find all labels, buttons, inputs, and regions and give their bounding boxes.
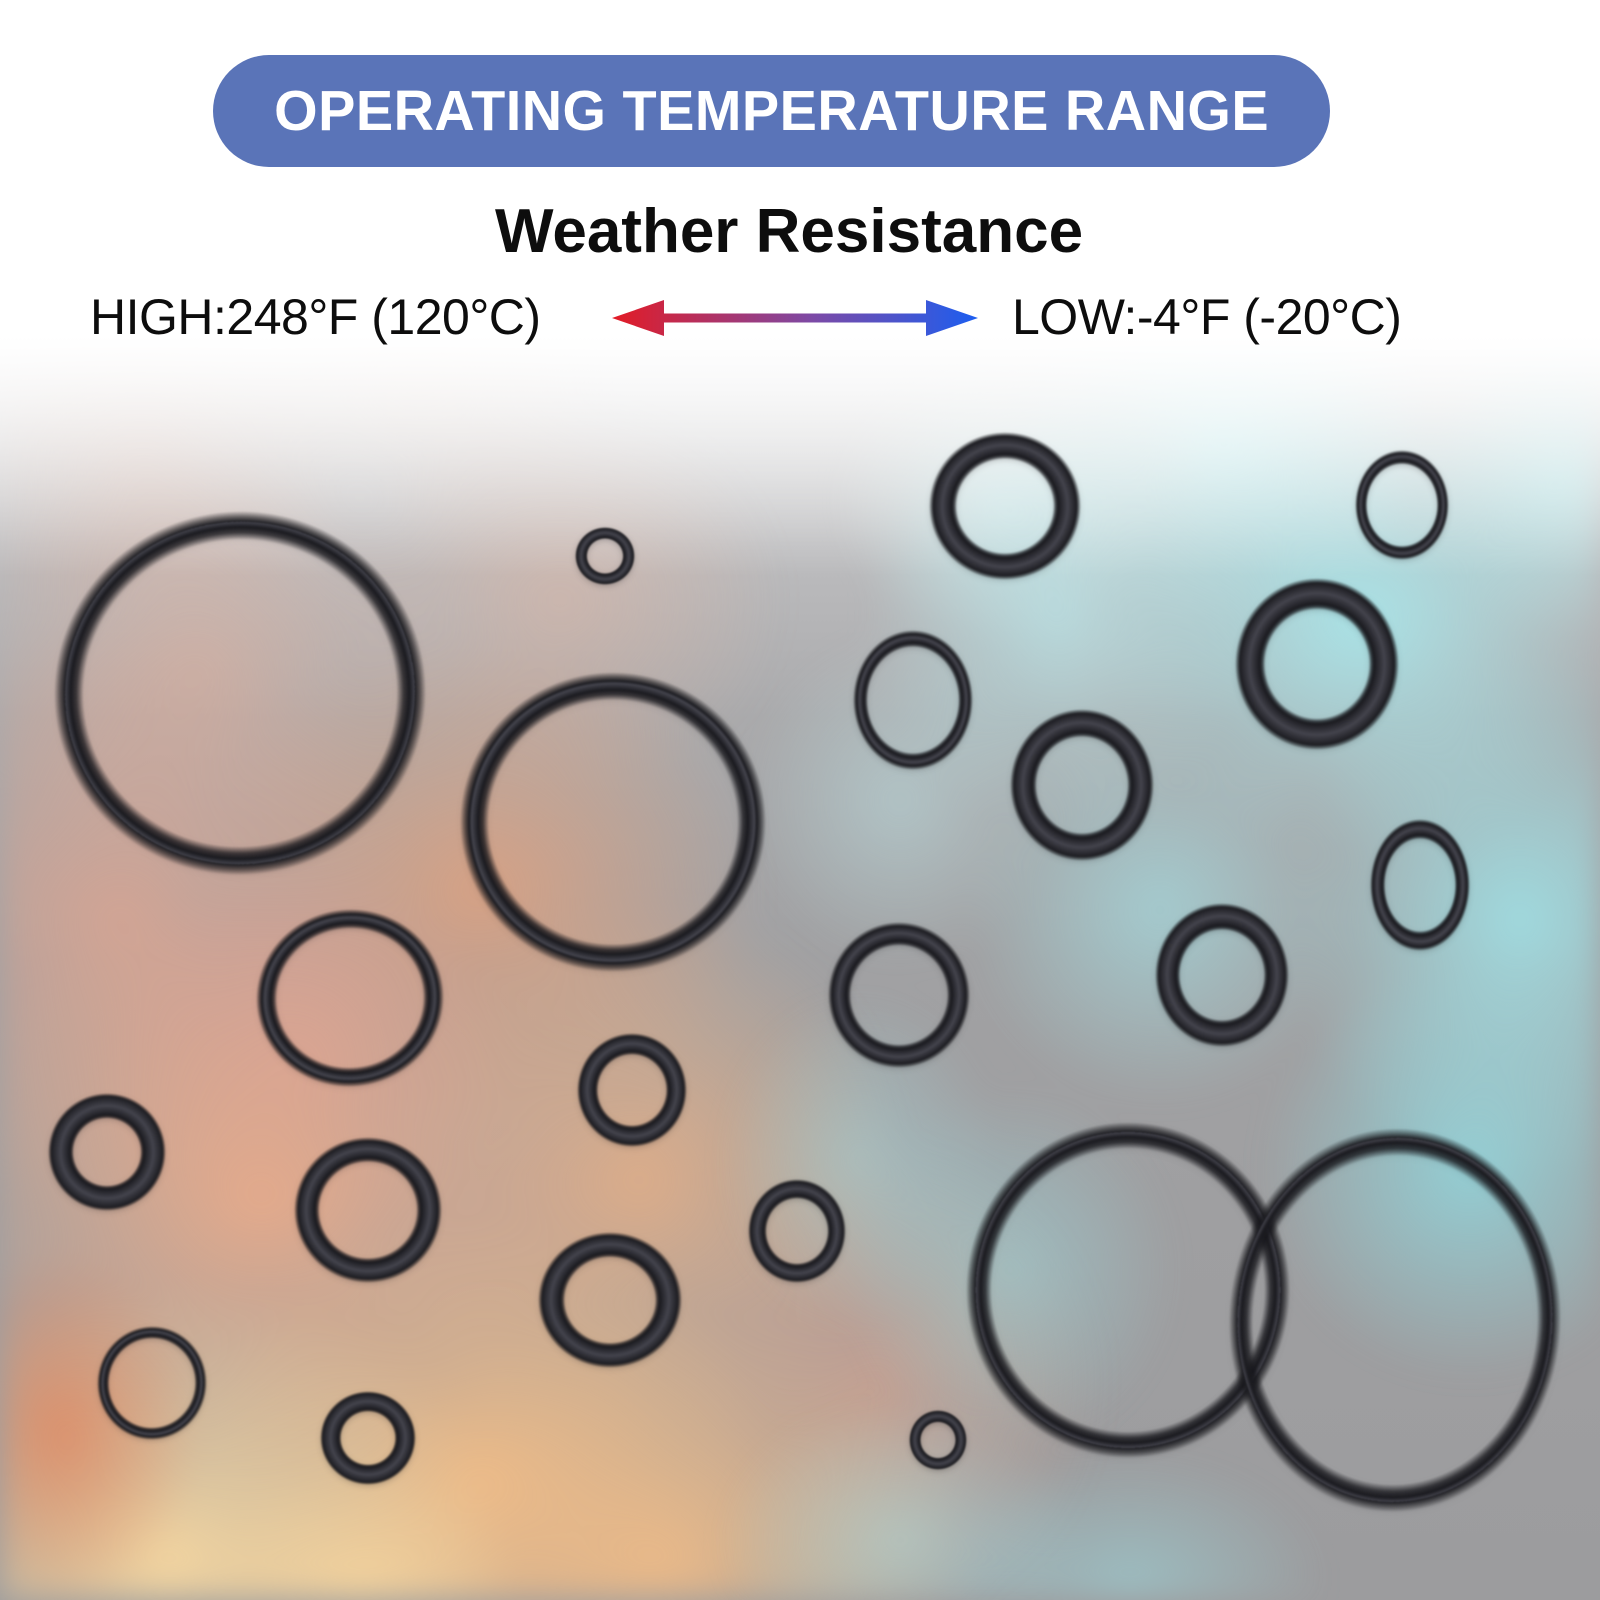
o-ring [853, 630, 973, 770]
o-ring [92, 1321, 212, 1445]
temperature-gradient-arrow-icon [612, 300, 978, 336]
o-ring [748, 1179, 846, 1283]
o-ring [30, 486, 450, 900]
o-ring [1355, 450, 1449, 560]
o-ring [929, 432, 1081, 580]
banner-title: OPERATING TEMPERATURE RANGE [274, 79, 1269, 143]
o-ring [48, 1093, 166, 1211]
high-temperature-label: HIGH:248°F (120°C) [90, 289, 541, 345]
o-ring [1155, 903, 1289, 1047]
o-ring [1219, 1119, 1571, 1521]
o-ring [828, 922, 970, 1068]
o-ring [460, 672, 766, 972]
o-ring [577, 1033, 687, 1147]
o-ring [247, 899, 453, 1097]
o-ring [1010, 709, 1154, 861]
o-ring [320, 1391, 416, 1485]
o-ring [294, 1137, 442, 1283]
low-temperature-label: LOW:-4°F (-20°C) [1012, 289, 1402, 345]
o-ring [909, 1410, 967, 1470]
title-banner: OPERATING TEMPERATURE RANGE [213, 55, 1330, 167]
o-ring [575, 527, 635, 585]
o-ring [538, 1232, 682, 1368]
subtitle-text: Weather Resistance [494, 197, 1084, 266]
o-ring [1235, 578, 1399, 750]
o-ring [1370, 819, 1470, 951]
